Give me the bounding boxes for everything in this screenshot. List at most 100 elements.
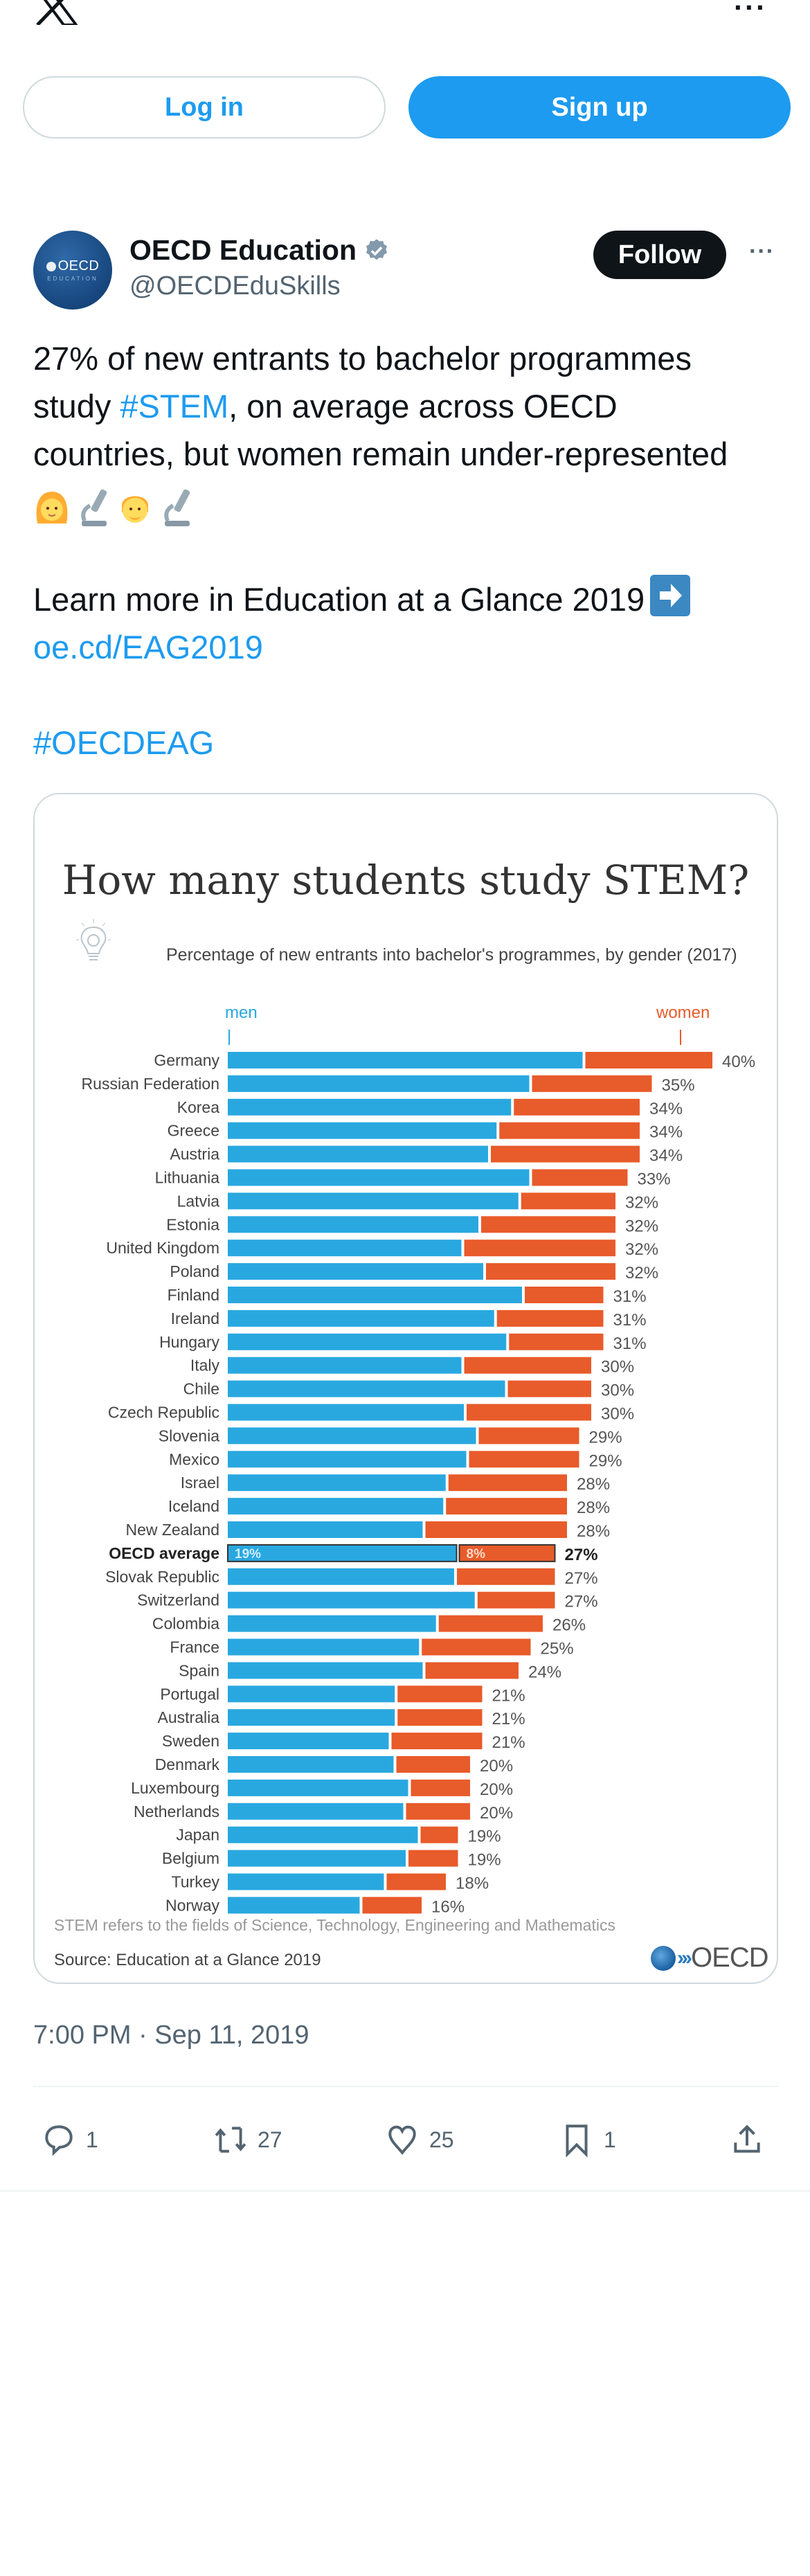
category-label: Austria xyxy=(170,1145,219,1163)
tweet-text: , on average across OECD xyxy=(228,388,618,424)
bar-women xyxy=(481,1216,615,1233)
bar-men xyxy=(228,1309,494,1327)
share-icon xyxy=(734,2125,760,2153)
divider xyxy=(33,2086,778,2087)
legend-women-tick xyxy=(680,1030,681,1045)
total-label: 20% xyxy=(480,1757,513,1776)
bar-row: Denmark 20% xyxy=(155,1755,513,1776)
share-button[interactable] xyxy=(730,2112,764,2167)
bookmark-icon xyxy=(566,2125,588,2157)
legend-women: women xyxy=(656,1003,710,1022)
category-label: Russian Federation xyxy=(82,1075,219,1093)
bar-men xyxy=(228,1357,462,1374)
total-label: 32% xyxy=(625,1240,658,1259)
more-options-icon[interactable]: ··· xyxy=(749,238,775,265)
category-label: Belgium xyxy=(162,1850,219,1868)
more-dots-icon[interactable]: ··· xyxy=(734,0,767,24)
total-label: 29% xyxy=(589,1451,622,1470)
bar-women xyxy=(464,1357,591,1374)
retweet-button[interactable]: 27 xyxy=(213,2112,282,2167)
chevrons-icon: ››› xyxy=(677,1946,692,1969)
reply-count: 1 xyxy=(86,2127,98,2152)
bar-women xyxy=(446,1498,567,1515)
total-label: 32% xyxy=(625,1264,658,1282)
bar-women xyxy=(391,1733,483,1750)
bar-row: Ireland 31% xyxy=(171,1309,647,1330)
bar-men xyxy=(228,1098,512,1116)
login-button[interactable]: Log in xyxy=(23,76,386,138)
bar-men xyxy=(228,1052,583,1068)
reply-icon xyxy=(45,2125,73,2156)
bar-men xyxy=(228,1591,475,1609)
emoji-row xyxy=(33,481,199,528)
bar-women xyxy=(486,1263,615,1280)
bar-women xyxy=(464,1240,615,1257)
bar-row: Slovenia 29% xyxy=(159,1426,622,1447)
retweet-count: 27 xyxy=(258,2127,282,2152)
bar-men xyxy=(228,1826,418,1843)
reply-button[interactable]: 1 xyxy=(42,2112,98,2167)
bar-men xyxy=(228,1615,436,1632)
bar-row: Poland 32% xyxy=(170,1262,658,1282)
total-label: 19% xyxy=(468,1851,501,1870)
bar-women xyxy=(585,1052,712,1068)
total-label: 16% xyxy=(431,1897,465,1916)
follow-button[interactable]: Follow xyxy=(593,231,726,279)
category-label: Mexico xyxy=(169,1450,219,1468)
bar-row: Finland 31% xyxy=(168,1286,647,1306)
bookmark-button[interactable]: 1 xyxy=(559,2112,616,2167)
like-button[interactable]: 25 xyxy=(385,2112,454,2167)
total-label: 20% xyxy=(480,1804,513,1823)
bookmark-count: 1 xyxy=(604,2127,616,2152)
total-label: 31% xyxy=(613,1287,647,1306)
bar-men xyxy=(228,1380,505,1397)
bar-row: Sweden 21% xyxy=(162,1732,525,1752)
bar-row: Portugal 21% xyxy=(160,1685,525,1705)
category-label: OECD average xyxy=(109,1544,219,1562)
author-handle[interactable]: @OECDEduSkills xyxy=(129,271,341,301)
bar-men xyxy=(228,1850,406,1867)
bar-men xyxy=(228,1145,488,1163)
total-label: 34% xyxy=(649,1100,683,1118)
signup-button[interactable]: Sign up xyxy=(408,76,791,138)
globe-icon xyxy=(46,261,56,271)
avatar-logo: OECD xyxy=(46,258,100,274)
author-name-text: OECD Education xyxy=(129,234,357,266)
bar-row: Latvia 32% xyxy=(177,1192,658,1212)
total-label: 28% xyxy=(577,1499,610,1517)
bar-women xyxy=(469,1451,579,1468)
category-label: Slovenia xyxy=(159,1426,219,1444)
eag2019-link[interactable]: oe.cd/EAG2019 xyxy=(33,629,263,665)
bar-women xyxy=(499,1122,640,1139)
tweet-timestamp[interactable]: 7:00 PM · Sep 11, 2019 xyxy=(33,2021,309,2050)
author-name[interactable]: OECD Education xyxy=(129,234,390,267)
total-label: 34% xyxy=(649,1147,683,1165)
category-label: Germany xyxy=(154,1051,219,1069)
total-label: 33% xyxy=(638,1170,671,1189)
bar-women xyxy=(406,1803,470,1820)
category-label: Slovak Republic xyxy=(105,1568,219,1586)
total-label: 30% xyxy=(601,1405,634,1424)
category-label: Lithuania xyxy=(155,1169,220,1187)
bar-women xyxy=(478,1427,579,1444)
bar-row: Australia 21% xyxy=(158,1708,525,1728)
bar-row: Chile 30% xyxy=(183,1380,634,1400)
legend-men: men xyxy=(225,1003,258,1022)
bar-men xyxy=(228,1287,522,1303)
hashtag-stem-link[interactable]: #STEM xyxy=(120,388,229,424)
hashtag-oecdeag-link[interactable]: #OECDEAG xyxy=(33,724,215,761)
bar-women xyxy=(397,1685,483,1703)
total-label: 31% xyxy=(613,1311,647,1330)
avatar[interactable]: OECD EDUCATION xyxy=(33,231,112,310)
bar-men xyxy=(228,1638,420,1656)
bar-men xyxy=(228,1075,530,1092)
tweet-text: study xyxy=(33,388,120,424)
tweet-media-image[interactable]: How many students study STEM? Percentage… xyxy=(33,793,778,1984)
bar-row: United Kingdom 32% xyxy=(106,1239,658,1259)
tweet-actions-bar: 1 27 25 1 xyxy=(33,2112,778,2167)
bar-men xyxy=(228,1685,395,1703)
x-logo-icon[interactable] xyxy=(33,0,79,25)
oecd-logo-text: OECD xyxy=(690,1942,769,1973)
total-label: 32% xyxy=(625,1193,658,1212)
bar-women xyxy=(532,1169,628,1186)
